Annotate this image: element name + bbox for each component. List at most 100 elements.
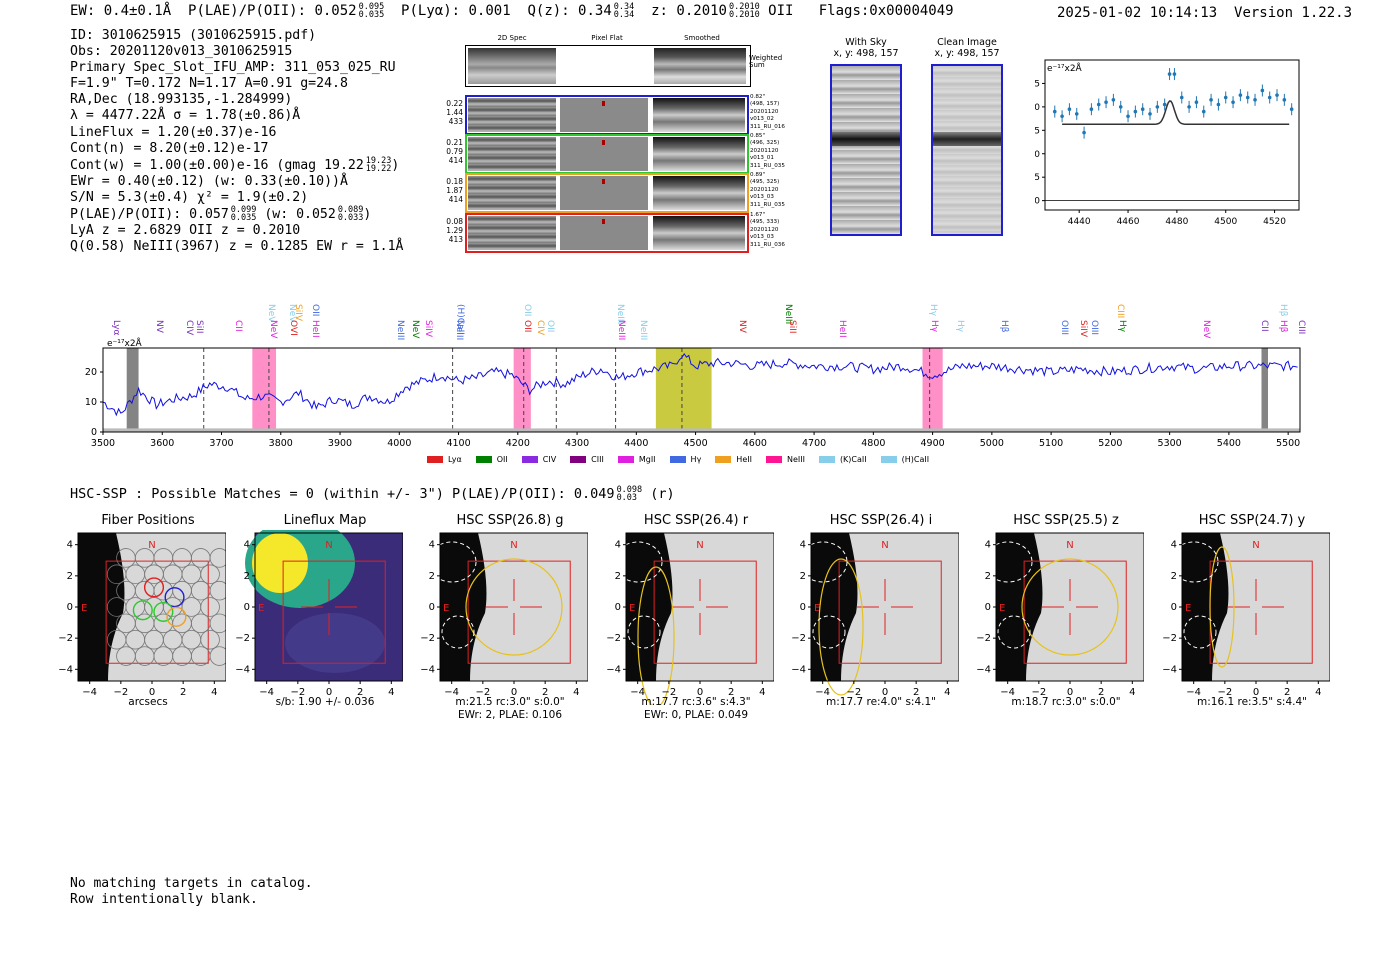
cutout-pixelflat [560, 216, 648, 250]
fiber-circle [209, 646, 226, 666]
cutout-center-marker [602, 140, 605, 145]
zoom-data-point [1140, 107, 1145, 112]
hsc-panel-title: HSC SSP(25.5) z [1013, 513, 1119, 528]
cutout-row [465, 95, 749, 135]
hsc-panel-caption: m:16.1 re:3.5" s:4.4" [1197, 696, 1307, 708]
hsc-y-tick-label: −4 [58, 664, 73, 675]
hsc-panel-caption: m:21.5 rc:3.0" s:0.0" [455, 696, 565, 708]
info-plae-w-lo: 0.033 [337, 213, 364, 224]
zoom-x-tick-label: 4440 [1068, 217, 1091, 227]
cutout-pixelflat [560, 176, 648, 210]
weighted-sum-panel [465, 45, 751, 87]
cutout-info-line: 20201120 [750, 147, 779, 154]
info-contw: Cont(w) = 1.00(±0.00)e-16 (gmag 19.22 [70, 157, 364, 173]
zoom-data-point [1260, 88, 1265, 93]
line-label-bottom: NeV [410, 320, 420, 339]
fiber-highlight [132, 600, 153, 621]
east-label: E [443, 603, 449, 614]
cutout-info-line: (495, 325) [750, 179, 780, 186]
zoom-data-point [1275, 93, 1279, 97]
zoom-data-point [1282, 98, 1287, 102]
bright-source [440, 533, 487, 681]
hsc-x-tick-label: 2 [1098, 687, 1104, 698]
cutout-info-line: v013_03 [750, 194, 774, 201]
info-plae-w-hi: 0.089 [337, 205, 364, 216]
zoom-y-tick-label: 25 [1035, 79, 1040, 89]
zoom-y-tick-label: 20 [1035, 103, 1040, 113]
zoom-data-point [1179, 95, 1184, 100]
spectrum-y-tick-label: 20 [85, 367, 97, 378]
line-label-bottom: OVI [288, 320, 298, 336]
spectrum-frame [102, 347, 1301, 433]
east-label: E [81, 603, 87, 614]
zoom-data-point [1074, 112, 1079, 116]
hsc-x-tick-label: −4 [1000, 687, 1015, 698]
clean-emission-line [933, 132, 1001, 146]
hsc-y-tick-label: −2 [791, 633, 806, 644]
cutout-smoothed [653, 137, 745, 171]
bright-source [78, 533, 125, 681]
info-q: Q(0.58) NeIII(3967) z = 0.1285 EW r = 1.… [70, 239, 404, 255]
hsc-y-tick-label: 0 [615, 602, 621, 613]
hsc-y-tick-label: 0 [429, 602, 435, 613]
line-label-bottom: NeIII [395, 320, 405, 340]
hsc-panel-title: HSC SSP(24.7) y [1198, 513, 1306, 528]
cutout-info-line: v013_01 [750, 155, 774, 162]
fiber-circle [209, 548, 226, 568]
cutout-row-info: 1.67" (495, 333) 20201120 v013_03 311_RU_036 [750, 212, 785, 249]
cutout-grid: 2D Spec Pixel Flat Smoothed Weighted Sum… [446, 33, 795, 258]
north-label: N [1066, 540, 1073, 551]
bright-source [811, 533, 858, 681]
legend-label: (H)CaII [901, 455, 930, 464]
with-sky-image [830, 64, 902, 236]
zoom-fit-curve [1062, 100, 1290, 125]
header-version: Version 1.22.3 [1234, 5, 1353, 21]
hsc-y-tick-label: −4 [606, 664, 621, 675]
cutout-info-line: v013_03 [750, 234, 774, 241]
hsc-panel-caption: m:17.7 rc:3.6" s:4.3" [641, 696, 751, 708]
line-label-top: OII [310, 304, 320, 316]
spectrum-x-tick-label: 5500 [1276, 438, 1300, 449]
header-q: Q(z): 0.34 [527, 3, 612, 19]
with-sky-title: With Sky [845, 37, 887, 48]
zoom-unit-label: e⁻¹⁷x2Å [1047, 62, 1083, 74]
hsc-x-tick-label: −4 [82, 687, 97, 698]
legend-swatch [669, 456, 686, 463]
hsc-panel-title: Fiber Positions [101, 513, 195, 528]
line-label-bottom: CIV [535, 320, 545, 336]
spectrum-x-tick-label: 5100 [1039, 438, 1063, 449]
spectrum-x-tick-label: 4700 [802, 438, 826, 449]
legend-label: NeIII [786, 455, 805, 464]
info-radec: RA,Dec (18.993135,-1.284999) [70, 92, 293, 108]
cutout-stat: 1.87 [446, 186, 463, 195]
info-id: ID: 3010625915 (3010625915.pdf) [70, 28, 317, 43]
legend-item: CIII [570, 455, 604, 464]
zoom-data-point [1216, 102, 1221, 107]
zoom-y-tick-label: 5 [1035, 173, 1040, 183]
spectrum-highlight-region [252, 348, 277, 432]
line-label-bottom: OII [522, 320, 532, 332]
hsc-panel-caption: m:17.7 re:4.0" s:4.1" [826, 696, 936, 708]
east-label: E [1185, 603, 1191, 614]
legend-item: Lyα [427, 455, 462, 464]
hsc-panel-caption: arcsecs [128, 696, 168, 708]
cutout-info-line: v013_02 [750, 116, 774, 123]
hsc-x-tick-label: −4 [815, 687, 830, 698]
line-label-bottom: HeII [310, 320, 320, 338]
cutout-center-marker [602, 101, 605, 106]
hsc-panel-image: N E −4 −4 −2 −2 0 0 2 2 4 4 [1162, 532, 1330, 698]
hsc-x-tick-label: 4 [944, 687, 950, 698]
zoom-data-point [1253, 98, 1257, 102]
hsc-y-tick-label: −4 [791, 664, 806, 675]
info-lineflux: LineFlux = 1.20(±0.37)e-16 [70, 124, 277, 140]
legend-swatch [475, 456, 492, 463]
legend-label: Hγ [690, 455, 702, 464]
zoom-data-point [1209, 98, 1213, 102]
hsc-y-tick-label: 2 [1171, 571, 1177, 582]
spectrum-x-tick-label: 3600 [150, 438, 174, 449]
hsc-y-tick-label: 4 [67, 540, 73, 551]
cutout-info-line: 0.89" [750, 172, 766, 178]
spectrum-x-tick-label: 5200 [1098, 438, 1122, 449]
header-timestamp: 2025-01-02 10:14:13 Version 1.22.3 [1057, 5, 1352, 21]
spectrum-line [102, 352, 1298, 417]
